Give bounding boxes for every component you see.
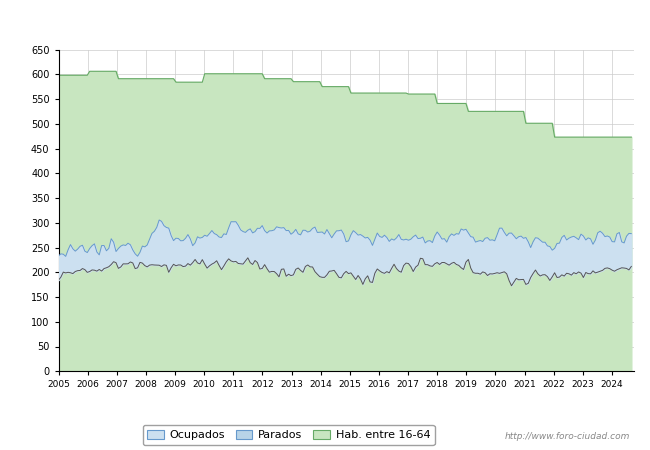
Legend: Ocupados, Parados, Hab. entre 16-64: Ocupados, Parados, Hab. entre 16-64 (142, 425, 435, 445)
Text: Casas de Benítez - Evolucion de la poblacion en edad de Trabajar Septiembre de 2: Casas de Benítez - Evolucion de la pobla… (89, 18, 561, 29)
Text: http://www.foro-ciudad.com: http://www.foro-ciudad.com (505, 432, 630, 441)
